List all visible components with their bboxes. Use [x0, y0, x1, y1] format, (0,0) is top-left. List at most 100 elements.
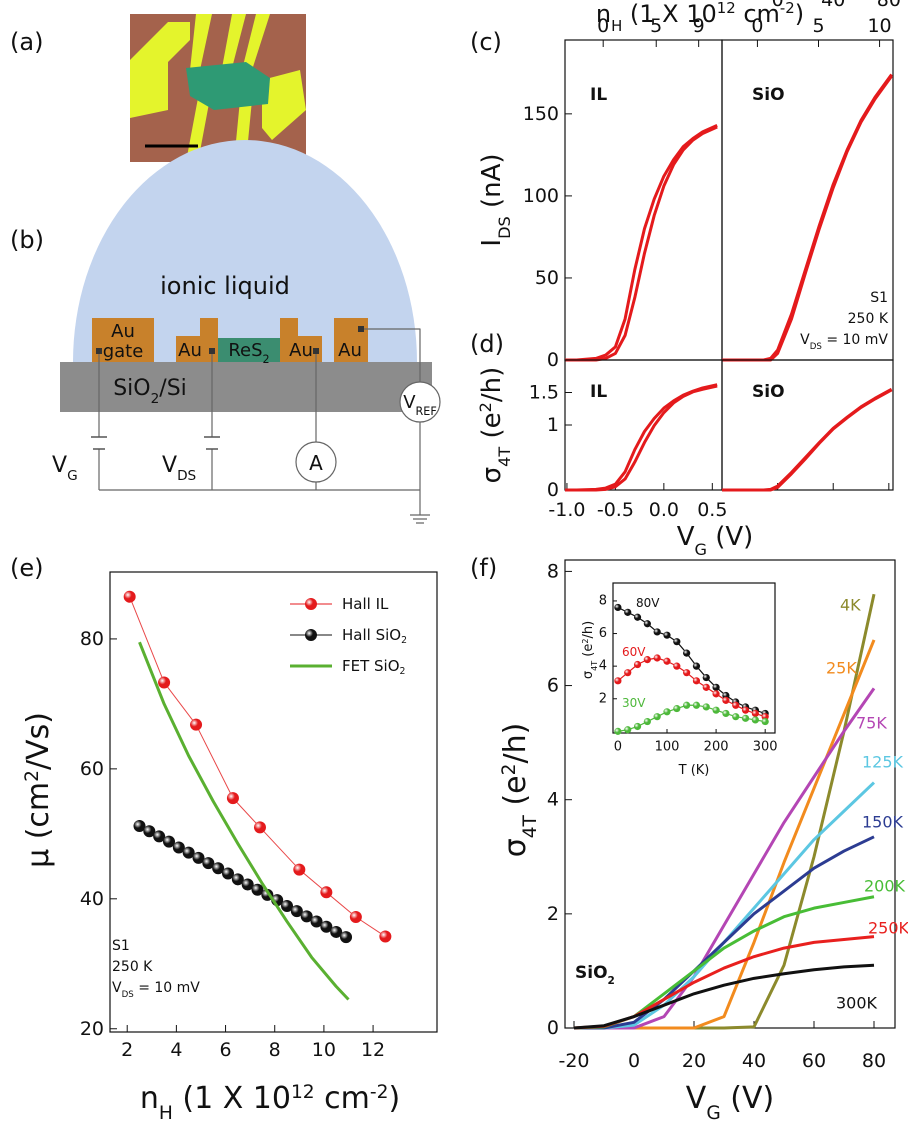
y-tick-label: 0 — [547, 479, 559, 501]
series-line — [138, 641, 350, 1001]
electrode-label: gate — [103, 341, 144, 362]
text-part: 4T — [520, 814, 541, 838]
data-point — [330, 925, 343, 938]
channel — [218, 338, 280, 362]
x-tick-label: 60 — [802, 1050, 826, 1072]
x-tick-label: 100 — [655, 740, 680, 755]
liquid-label: ionic liquid — [160, 272, 290, 300]
y-tick-label: 20 — [80, 1018, 104, 1040]
x-tick-label: -20 — [558, 1050, 589, 1072]
text-part: G — [67, 468, 78, 484]
data-point — [633, 660, 642, 669]
plot-frame — [564, 359, 723, 491]
electrode-label: Au — [178, 340, 202, 361]
annotation: VDS = 10 mV — [112, 980, 200, 1000]
data-point — [624, 669, 632, 677]
panel-label: (f) — [470, 554, 497, 582]
text-part: DS — [495, 216, 514, 239]
y-tick-label: 1 — [547, 414, 559, 436]
text-part: = 10 mV — [822, 332, 889, 348]
data-point — [290, 905, 303, 918]
text-part: V — [112, 980, 122, 996]
text-part: -2 — [370, 1082, 389, 1103]
text-part: = 10 mV — [134, 980, 201, 996]
data-point — [712, 706, 720, 714]
text-part: V — [403, 392, 416, 413]
series-line — [574, 835, 875, 1030]
text-part: /h) — [581, 621, 596, 639]
series-label: 200K — [864, 877, 906, 896]
x2-tick-label: 0 — [751, 15, 763, 37]
x-tick-label: 0 — [614, 740, 622, 755]
text-part: DS — [177, 468, 196, 484]
data-point — [653, 713, 661, 721]
y-axis-label: σ4T (e2/h) — [476, 367, 514, 484]
data-point — [293, 863, 306, 876]
annotation: 250 K — [848, 311, 889, 327]
y-tick-label: 0 — [547, 349, 559, 371]
series-line — [617, 606, 766, 714]
legend-label: Hall IL — [342, 595, 389, 613]
text-part: (1 X 10 — [622, 0, 717, 28]
wires — [91, 328, 441, 524]
data-point — [202, 857, 215, 870]
text-part: H — [159, 1103, 173, 1124]
text-part: μ (cm — [21, 782, 56, 868]
data-point — [624, 608, 632, 616]
source-label: VG — [52, 453, 78, 484]
x-tick-label: 40 — [742, 1050, 766, 1072]
channel-label: ReS2 — [228, 340, 269, 366]
y-tick-label: 0 — [547, 1017, 559, 1039]
data-point — [692, 662, 701, 670]
x-tick-label: 0.0 — [649, 499, 679, 521]
text-part: cm — [736, 0, 780, 28]
annotation: S1 — [870, 290, 888, 306]
data-point — [320, 920, 333, 933]
x-axis-label: VG (V) — [677, 522, 754, 559]
series-label: 60V — [622, 645, 646, 659]
ammeter-label: A — [309, 451, 323, 475]
data-point — [123, 590, 136, 603]
panel-label: (b) — [10, 226, 44, 254]
text-part: /Si — [159, 376, 187, 401]
x-tick-label: 10 — [312, 1039, 336, 1061]
text-part: V — [686, 1081, 707, 1116]
data-point — [251, 883, 264, 896]
x-tick-label: 0.5 — [697, 499, 727, 521]
data-point — [633, 613, 642, 621]
x-tick-label: 6 — [220, 1039, 232, 1061]
data-point — [712, 683, 720, 691]
y-tick-label: 80 — [80, 628, 104, 650]
legend-label: Hall SiO2 — [342, 626, 407, 646]
data-point — [158, 676, 171, 689]
y-tick-label: 100 — [523, 185, 559, 207]
contact — [313, 348, 319, 354]
y-tick-label: 2 — [547, 903, 559, 925]
text-part: ReS — [228, 340, 262, 361]
series-line — [565, 384, 718, 492]
text-part: 12 — [717, 0, 736, 17]
reference-electrode — [334, 318, 368, 362]
text-part: SiO — [113, 376, 150, 401]
text-part: 2 — [151, 391, 160, 407]
x-axis-label: nH (1 X 1012 cm-2) — [140, 1081, 400, 1124]
text-part: ) — [388, 1081, 400, 1116]
data-point — [653, 654, 661, 662]
text-part: n — [596, 0, 611, 28]
contact — [96, 348, 102, 354]
data-point — [182, 846, 195, 859]
series-line — [573, 895, 875, 1030]
text-part: ) — [795, 0, 804, 28]
panel-label: (e) — [10, 554, 44, 582]
data-point — [241, 878, 254, 891]
text-part: (e — [581, 644, 596, 661]
legend-label: FET SiO2 — [342, 657, 405, 677]
y-tick-label: 40 — [80, 888, 104, 910]
series-line — [565, 123, 718, 362]
lead — [222, 14, 246, 68]
x-tick-label: 80 — [862, 1050, 886, 1072]
data-point — [281, 899, 294, 912]
text-part: 2 — [608, 975, 615, 987]
data-point — [673, 662, 681, 670]
data-point — [614, 727, 622, 735]
